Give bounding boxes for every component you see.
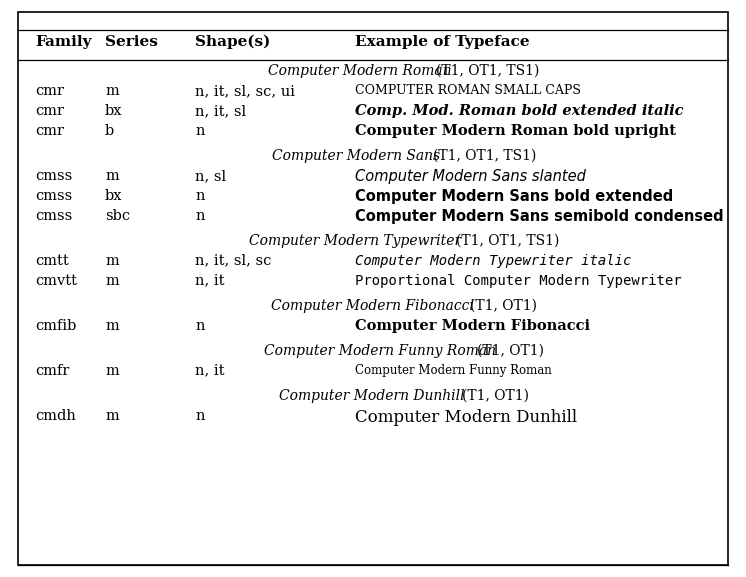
Text: m: m [105,319,119,333]
Text: Proportional Computer Modern Typewriter: Proportional Computer Modern Typewriter [355,273,682,288]
Text: cmss: cmss [35,169,72,183]
Text: cmss: cmss [35,189,72,203]
Text: Computer Modern Roman: Computer Modern Roman [269,64,457,78]
Text: cmr: cmr [35,124,64,138]
Text: Computer Modern Sans: Computer Modern Sans [272,149,445,163]
Text: Computer Modern Sans bold extended: Computer Modern Sans bold extended [355,189,673,204]
Text: n: n [195,319,204,333]
Text: (T1, OT1, TS1): (T1, OT1, TS1) [433,149,536,163]
Text: (T1, OT1): (T1, OT1) [463,389,529,403]
Text: cmfr: cmfr [35,364,69,378]
Text: n, it: n, it [195,364,225,378]
Text: cmr: cmr [35,84,64,98]
Text: m: m [105,273,119,288]
Text: Computer Modern Funny Roman: Computer Modern Funny Roman [355,364,552,377]
Text: (T1, OT1): (T1, OT1) [477,344,545,358]
Text: Shape(s): Shape(s) [195,35,270,50]
Text: (T1, OT1, TS1): (T1, OT1, TS1) [436,64,540,78]
Text: (T1, OT1): (T1, OT1) [470,299,537,313]
Text: n: n [195,189,204,203]
Text: bx: bx [105,189,122,203]
Text: n, it, sl: n, it, sl [195,104,246,118]
Text: COMPUTER ROMAN SMALL CAPS: COMPUTER ROMAN SMALL CAPS [355,84,581,97]
Text: Computer Modern Fibonacci: Computer Modern Fibonacci [355,319,590,333]
Text: Computer Modern Dunhill: Computer Modern Dunhill [279,389,468,403]
Text: m: m [105,409,119,423]
Text: cmdh: cmdh [35,409,76,423]
Text: m: m [105,169,119,183]
Text: cmtt: cmtt [35,254,69,268]
Text: Computer Modern Typewriter: Computer Modern Typewriter [249,234,466,248]
Text: n, it, sl, sc: n, it, sl, sc [195,254,272,268]
Text: n, sl: n, sl [195,169,226,183]
Text: (T1, OT1, TS1): (T1, OT1, TS1) [456,234,559,248]
Text: Computer Modern Sans slanted: Computer Modern Sans slanted [355,169,586,184]
Text: Computer Modern Roman bold upright: Computer Modern Roman bold upright [355,124,676,138]
Text: Computer Modern Sans semibold condensed: Computer Modern Sans semibold condensed [355,209,724,224]
Text: Example of Typeface: Example of Typeface [355,35,530,49]
Text: Family: Family [35,35,92,49]
Text: Computer Modern Typewriter italic: Computer Modern Typewriter italic [355,254,631,268]
Text: Comp. Mod. Roman bold extended italic: Comp. Mod. Roman bold extended italic [355,104,683,118]
Text: m: m [105,84,119,98]
Text: bx: bx [105,104,122,118]
Text: n: n [195,124,204,138]
Text: cmss: cmss [35,209,72,223]
Text: n: n [195,409,204,423]
Text: cmfib: cmfib [35,319,76,333]
Text: n, it: n, it [195,273,225,288]
Text: n, it, sl, sc, ui: n, it, sl, sc, ui [195,84,295,98]
Text: Computer Modern Funny Roman: Computer Modern Funny Roman [263,344,500,358]
Text: Computer Modern Dunhill: Computer Modern Dunhill [355,409,577,426]
Text: Computer Modern Fibonacci: Computer Modern Fibonacci [272,299,478,313]
Text: m: m [105,364,119,378]
Text: cmvtt: cmvtt [35,273,77,288]
Text: m: m [105,254,119,268]
Text: b: b [105,124,114,138]
Text: sbc: sbc [105,209,130,223]
Text: n: n [195,209,204,223]
Text: cmr: cmr [35,104,64,118]
Text: Series: Series [105,35,158,49]
